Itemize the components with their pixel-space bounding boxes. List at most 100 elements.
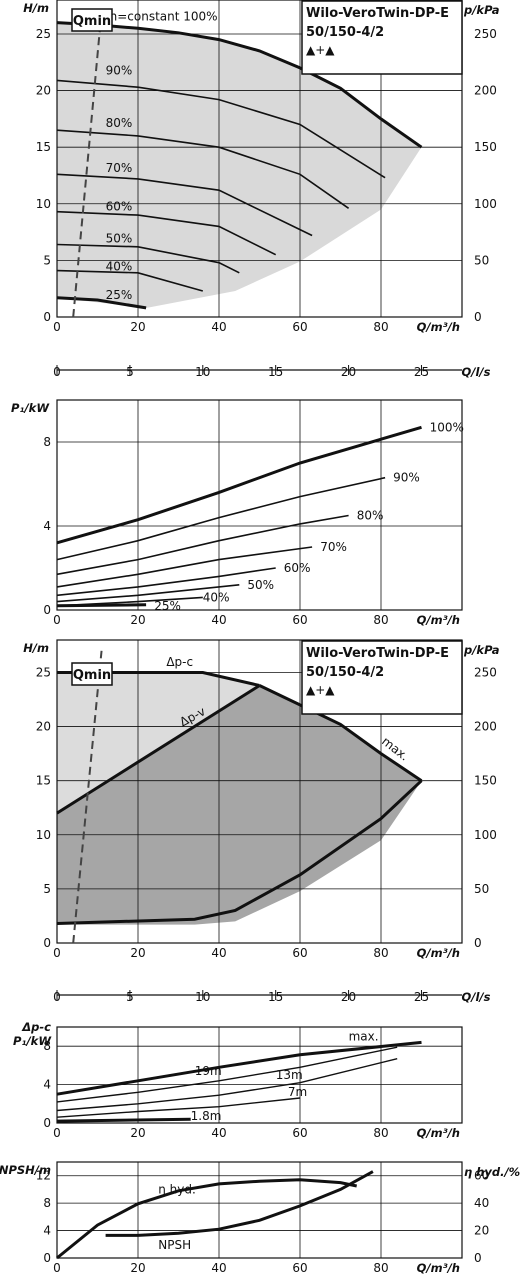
x-tick-label: 20 bbox=[130, 1261, 145, 1275]
plot-frame-3 bbox=[56, 639, 463, 944]
x-tick-label: 40 bbox=[211, 946, 226, 960]
title-box bbox=[301, 640, 463, 715]
title-line-1: Wilo-VeroTwin-DP-E bbox=[306, 646, 449, 661]
lps-tick-label: 20 bbox=[341, 365, 356, 379]
x-axis-label: Q/m³/h bbox=[417, 946, 460, 960]
series-line-100 bbox=[56, 425, 422, 545]
x-axis-label: Q/m³/h bbox=[417, 613, 460, 627]
y2-tick-label: 0 bbox=[474, 1251, 482, 1265]
y-tick-label: 0 bbox=[43, 1251, 51, 1265]
region-p-v bbox=[57, 685, 422, 925]
x-tick-label: 20 bbox=[130, 613, 145, 627]
series-line-max bbox=[258, 684, 423, 782]
series-label-90: 90% bbox=[106, 64, 133, 78]
series-label-eta: η hyd. bbox=[158, 1183, 196, 1197]
series-label-80: 80% bbox=[357, 509, 384, 523]
lps-tick-label: 20 bbox=[341, 990, 356, 1004]
y-tick-label: 4 bbox=[43, 1224, 51, 1238]
lps-tick-label: 5 bbox=[126, 365, 134, 379]
y-tick-label: 5 bbox=[43, 253, 51, 267]
y-tick-label: 15 bbox=[36, 140, 51, 154]
x-tick-label: 60 bbox=[292, 1261, 307, 1275]
lps-tick-label: 15 bbox=[268, 990, 283, 1004]
series-label-40: 40% bbox=[106, 260, 133, 274]
y2-tick-label: 200 bbox=[474, 84, 497, 98]
series-label-40: 40% bbox=[203, 590, 230, 604]
y2-tick-label: 200 bbox=[474, 720, 497, 734]
title-box bbox=[301, 0, 463, 75]
y-axis-label: Δp-c bbox=[21, 1020, 51, 1034]
series-line-40 bbox=[56, 269, 204, 292]
series-line-n-constant-100 bbox=[56, 21, 423, 149]
y-axis-label: H/m bbox=[23, 641, 49, 655]
series-line-7m bbox=[56, 1097, 301, 1118]
y-tick-label: 10 bbox=[36, 828, 51, 842]
title-line-2: 50/150-4/2 bbox=[306, 665, 384, 680]
series-line-25 bbox=[56, 296, 147, 310]
series-line-1-8m bbox=[56, 1117, 191, 1123]
title-line-2: 50/150-4/2 bbox=[306, 25, 384, 40]
qmin-label: Qmin bbox=[73, 668, 111, 683]
x-tick-label: 0 bbox=[53, 1126, 61, 1140]
y-tick-label: 20 bbox=[36, 84, 51, 98]
x-tick-label: 80 bbox=[373, 946, 388, 960]
plot-frame-2 bbox=[56, 399, 463, 611]
x-axis-label: Q/m³/h bbox=[417, 1126, 460, 1140]
x-tick-label: 80 bbox=[373, 1126, 388, 1140]
x-tick-label: 20 bbox=[130, 320, 145, 334]
series-label-70: 70% bbox=[320, 540, 347, 554]
x-tick-label: 60 bbox=[292, 946, 307, 960]
x-tick-label: 80 bbox=[373, 613, 388, 627]
series-label-50: 50% bbox=[247, 578, 274, 592]
y-tick-label: 4 bbox=[43, 519, 51, 533]
y-axis-label: H/m bbox=[23, 1, 49, 15]
x-tick-label: 40 bbox=[211, 1261, 226, 1275]
qmin-line bbox=[72, 650, 103, 944]
series-label-7m: 7m bbox=[288, 1085, 307, 1099]
region-p-c bbox=[57, 672, 422, 814]
x-tick-label: 0 bbox=[53, 946, 61, 960]
x-tick-label: 0 bbox=[53, 1261, 61, 1275]
lps-tick-label: 25 bbox=[414, 365, 429, 379]
series-label-70: 70% bbox=[106, 161, 133, 175]
plot-frame-6 bbox=[56, 1161, 463, 1259]
y-tick-label: 4 bbox=[43, 1078, 51, 1092]
series-line-50 bbox=[56, 243, 240, 274]
series-label-60: 60% bbox=[106, 200, 133, 214]
y2-tick-label: 50 bbox=[474, 253, 489, 267]
series-label-100: 100% bbox=[430, 420, 464, 434]
series-label-25: 25% bbox=[106, 288, 133, 302]
y-tick-label: 15 bbox=[36, 774, 51, 788]
series-label-90: 90% bbox=[393, 471, 420, 485]
x-axis-label: Q/m³/h bbox=[417, 1261, 460, 1275]
series-line-hyd bbox=[56, 1178, 358, 1260]
x-tick-label: 80 bbox=[373, 1261, 388, 1275]
lps-tick-label: 10 bbox=[195, 990, 210, 1004]
series-line-13m bbox=[56, 1058, 398, 1112]
series-label-dp-c: Δp-c bbox=[166, 655, 193, 669]
y2-axis-label: η hyd./% bbox=[464, 1165, 520, 1179]
plot-frame-0 bbox=[56, 0, 463, 318]
series-line-90 bbox=[56, 79, 386, 179]
series-label-19m: 19m bbox=[195, 1064, 222, 1078]
series-line-max bbox=[56, 1040, 422, 1096]
series-label-80: 80% bbox=[106, 116, 133, 130]
lps-tick-label: 5 bbox=[126, 990, 134, 1004]
x-axis-label: Q/m³/h bbox=[417, 320, 460, 334]
x-tick-label: 0 bbox=[53, 613, 61, 627]
y2-tick-label: 50 bbox=[474, 882, 489, 896]
x-tick-label: 40 bbox=[211, 613, 226, 627]
series-label-n-constant-100: n=constant 100% bbox=[110, 9, 218, 23]
y-tick-label: 25 bbox=[36, 665, 51, 679]
series-line-min bbox=[56, 779, 423, 925]
lps-tick-label: 0 bbox=[53, 365, 61, 379]
plot-frame-5 bbox=[56, 1026, 463, 1124]
lps-axis-label: Q/l/s bbox=[462, 990, 491, 1004]
x-tick-label: 40 bbox=[211, 1126, 226, 1140]
qmin-box bbox=[71, 662, 113, 686]
series-line-80 bbox=[56, 129, 350, 209]
series-line-p-v bbox=[56, 684, 261, 815]
y-axis-label: P₁/kW bbox=[13, 1034, 52, 1048]
series-label-50: 50% bbox=[106, 231, 133, 245]
y-tick-label: 0 bbox=[43, 936, 51, 950]
